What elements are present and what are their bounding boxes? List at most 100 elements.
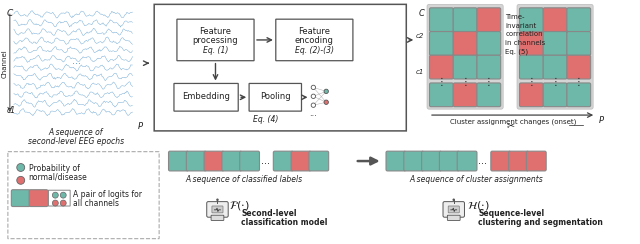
Text: Channel: Channel (2, 49, 8, 78)
FancyBboxPatch shape (520, 55, 543, 79)
FancyBboxPatch shape (273, 151, 293, 171)
FancyBboxPatch shape (211, 215, 224, 220)
FancyBboxPatch shape (291, 151, 311, 171)
Text: ⋮: ⋮ (484, 77, 493, 87)
Text: classification model: classification model (241, 218, 328, 227)
Text: ⋮: ⋮ (527, 77, 536, 87)
FancyBboxPatch shape (448, 206, 460, 213)
Text: Sequence-level: Sequence-level (479, 209, 545, 218)
Circle shape (311, 94, 316, 99)
FancyBboxPatch shape (477, 8, 500, 31)
FancyBboxPatch shape (520, 31, 543, 55)
Circle shape (324, 100, 328, 104)
FancyBboxPatch shape (174, 83, 238, 111)
FancyBboxPatch shape (477, 55, 500, 79)
FancyBboxPatch shape (453, 8, 477, 31)
FancyBboxPatch shape (443, 202, 465, 217)
Text: $\mathcal{H}(\cdot)$: $\mathcal{H}(\cdot)$ (467, 199, 489, 212)
FancyBboxPatch shape (543, 83, 567, 107)
FancyBboxPatch shape (429, 8, 453, 31)
Text: P: P (138, 122, 143, 131)
FancyBboxPatch shape (457, 151, 477, 171)
FancyBboxPatch shape (249, 83, 301, 111)
Text: C: C (418, 9, 424, 18)
Text: Probability of: Probability of (29, 163, 79, 173)
FancyBboxPatch shape (422, 151, 442, 171)
FancyBboxPatch shape (177, 19, 254, 61)
FancyBboxPatch shape (453, 55, 477, 79)
FancyBboxPatch shape (477, 83, 500, 107)
Circle shape (17, 176, 25, 184)
Text: C: C (7, 9, 13, 18)
FancyBboxPatch shape (567, 55, 591, 79)
FancyBboxPatch shape (517, 4, 593, 109)
Circle shape (311, 85, 316, 90)
FancyBboxPatch shape (543, 8, 567, 31)
Text: ⋮: ⋮ (460, 77, 470, 87)
Text: Feature: Feature (200, 27, 232, 36)
Text: c1: c1 (416, 69, 424, 75)
Text: Second-level: Second-level (241, 209, 297, 218)
Text: ⋮: ⋮ (550, 77, 560, 87)
FancyBboxPatch shape (386, 151, 406, 171)
Text: processing: processing (193, 36, 238, 45)
Text: Pooling: Pooling (260, 92, 291, 101)
Text: ...: ... (72, 56, 81, 66)
Text: ✂: ✂ (507, 120, 515, 130)
Text: normal/disease: normal/disease (29, 173, 88, 182)
FancyBboxPatch shape (404, 151, 424, 171)
FancyBboxPatch shape (520, 8, 543, 31)
FancyBboxPatch shape (429, 55, 453, 79)
Text: Eq. (2)-(3): Eq. (2)-(3) (295, 46, 334, 55)
FancyBboxPatch shape (440, 151, 459, 171)
FancyBboxPatch shape (276, 19, 353, 61)
Circle shape (17, 163, 25, 172)
FancyBboxPatch shape (527, 151, 546, 171)
Text: ...: ... (309, 109, 317, 118)
FancyBboxPatch shape (29, 190, 48, 206)
Text: Eq. (4): Eq. (4) (253, 115, 278, 124)
FancyBboxPatch shape (8, 152, 159, 239)
Text: second-level EEG epochs: second-level EEG epochs (28, 137, 124, 146)
Text: P: P (599, 116, 604, 125)
FancyBboxPatch shape (453, 31, 477, 55)
FancyBboxPatch shape (309, 151, 329, 171)
Text: c2: c2 (416, 33, 424, 39)
FancyBboxPatch shape (427, 4, 503, 109)
Text: A sequence of: A sequence of (49, 128, 103, 137)
FancyBboxPatch shape (429, 31, 453, 55)
Text: all channels: all channels (73, 199, 119, 208)
FancyBboxPatch shape (222, 151, 242, 171)
Text: clustering and segmentation: clustering and segmentation (479, 218, 604, 227)
Text: ⋮: ⋮ (436, 77, 446, 87)
Text: Eq. (1): Eq. (1) (203, 46, 228, 55)
Text: A sequence of cluster assignments: A sequence of cluster assignments (410, 175, 543, 184)
FancyBboxPatch shape (543, 55, 567, 79)
FancyBboxPatch shape (186, 151, 206, 171)
FancyBboxPatch shape (567, 31, 591, 55)
Text: ...: ... (261, 156, 270, 166)
Circle shape (324, 89, 328, 93)
FancyBboxPatch shape (543, 31, 567, 55)
FancyBboxPatch shape (240, 151, 259, 171)
FancyBboxPatch shape (509, 151, 529, 171)
Text: ...: ... (479, 156, 488, 166)
Text: Cluster assignment changes (onset): Cluster assignment changes (onset) (450, 118, 576, 124)
FancyBboxPatch shape (12, 190, 30, 206)
FancyBboxPatch shape (520, 83, 543, 107)
FancyBboxPatch shape (207, 202, 228, 217)
Text: Feature: Feature (298, 27, 330, 36)
Text: A sequence of classified labels: A sequence of classified labels (186, 175, 303, 184)
FancyBboxPatch shape (491, 151, 511, 171)
FancyBboxPatch shape (204, 151, 224, 171)
FancyBboxPatch shape (567, 83, 591, 107)
Text: encoding: encoding (295, 36, 334, 45)
FancyBboxPatch shape (49, 190, 70, 206)
Text: Time-
invariant
correlation
in channels
Eq. (5): Time- invariant correlation in channels … (505, 14, 545, 55)
FancyBboxPatch shape (168, 151, 188, 171)
FancyBboxPatch shape (154, 4, 406, 131)
FancyBboxPatch shape (212, 206, 223, 213)
FancyBboxPatch shape (567, 8, 591, 31)
FancyBboxPatch shape (429, 83, 453, 107)
Text: Embedding: Embedding (182, 92, 230, 101)
